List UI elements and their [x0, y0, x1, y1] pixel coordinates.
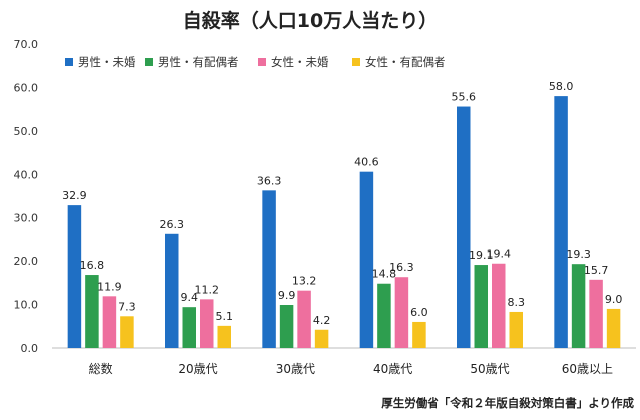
bar: [554, 96, 568, 348]
value-label: 9.4: [181, 291, 199, 304]
value-label: 8.3: [508, 296, 526, 309]
bar: [297, 290, 311, 348]
x-tick-label: 50歳代: [470, 362, 509, 376]
value-label: 19.1: [469, 249, 494, 262]
bar: [314, 329, 329, 348]
legend-swatch: [145, 58, 153, 66]
y-tick-label: 10.0: [14, 299, 39, 312]
value-label: 14.8: [372, 268, 397, 281]
bar: [412, 321, 426, 348]
value-label: 26.3: [160, 218, 185, 231]
bar: [377, 283, 391, 348]
bar: [457, 106, 471, 348]
y-tick-label: 70.0: [14, 38, 39, 51]
bar: [474, 265, 488, 348]
value-label: 13.2: [292, 275, 317, 288]
value-label: 16.3: [389, 261, 414, 274]
bar: [165, 233, 179, 348]
x-tick-label: 60歳以上: [562, 362, 613, 376]
y-tick-label: 40.0: [14, 168, 39, 181]
value-label: 58.0: [549, 80, 574, 93]
bars: [67, 96, 621, 348]
chart-title: 自殺率（人口10万人当たり）: [183, 9, 437, 32]
bar: [571, 264, 586, 348]
value-label: 32.9: [62, 189, 87, 202]
legend-label: 男性・有配偶者: [158, 55, 239, 69]
bar: [492, 263, 506, 348]
legend-item: 女性・有配偶者: [352, 55, 446, 69]
value-label: 55.6: [452, 91, 477, 104]
value-label: 4.2: [313, 314, 331, 327]
value-labels: 32.9 16.8 11.9 7.3 26.3 9.411.2 5.1 36.3 9.913.2…: [62, 80, 622, 327]
value-label: 5.1: [216, 310, 234, 323]
legend: 男性・未婚 男性・有配偶者 女性・未婚 女性・有配偶者: [65, 55, 446, 69]
x-tick-label: 30歳代: [276, 362, 315, 376]
bar: [279, 305, 294, 348]
legend-item: 男性・有配偶者: [145, 55, 239, 69]
y-tick-label: 60.0: [14, 81, 39, 94]
source-note: 厚生労働省「令和２年版自殺対策白書」より作成: [381, 396, 634, 410]
y-tick-label: 20.0: [14, 255, 39, 268]
y-axis: 0.0 10.0 20.0 30.0 40.0 50.0 60.0 70.0: [14, 38, 636, 355]
value-label: 36.3: [257, 174, 282, 187]
value-label: 19.3: [566, 248, 591, 261]
bar: [67, 205, 82, 348]
value-label: 11.2: [195, 283, 220, 296]
y-tick-label: 50.0: [14, 125, 39, 138]
legend-swatch: [258, 58, 266, 66]
value-label: 7.3: [118, 300, 136, 313]
bar: [394, 277, 409, 348]
bar: [120, 316, 134, 348]
bar: [589, 279, 603, 348]
bar: [509, 311, 523, 348]
legend-label: 女性・未婚: [271, 55, 329, 69]
value-label: 40.6: [354, 156, 379, 169]
value-label: 9.0: [605, 293, 623, 306]
x-tick-label: 20歳代: [178, 362, 217, 376]
value-label: 19.4: [487, 248, 512, 261]
y-tick-label: 30.0: [14, 212, 39, 225]
bar: [359, 171, 374, 348]
bar: [217, 325, 231, 348]
legend-label: 男性・未婚: [78, 55, 136, 69]
bar: [262, 190, 276, 348]
bar: [606, 308, 621, 348]
value-label: 16.8: [80, 259, 105, 272]
x-axis: 総数 20歳代 30歳代 40歳代 50歳代 60歳以上: [89, 361, 613, 376]
legend-label: 女性・有配偶者: [365, 55, 446, 69]
value-label: 15.7: [584, 264, 609, 277]
bar: [182, 307, 196, 348]
legend-swatch: [352, 58, 360, 66]
bar: [85, 275, 99, 348]
value-label: 6.0: [410, 306, 428, 319]
value-label: 9.9: [278, 289, 296, 302]
legend-swatch: [65, 58, 73, 66]
bar: [200, 299, 214, 348]
x-tick-label: 40歳代: [373, 362, 412, 376]
value-label: 11.9: [97, 280, 122, 293]
legend-item: 男性・未婚: [65, 55, 136, 69]
bar: [102, 296, 117, 348]
y-tick-label: 0.0: [21, 342, 39, 355]
legend-item: 女性・未婚: [258, 55, 329, 69]
x-tick-label: 総数: [89, 361, 113, 376]
